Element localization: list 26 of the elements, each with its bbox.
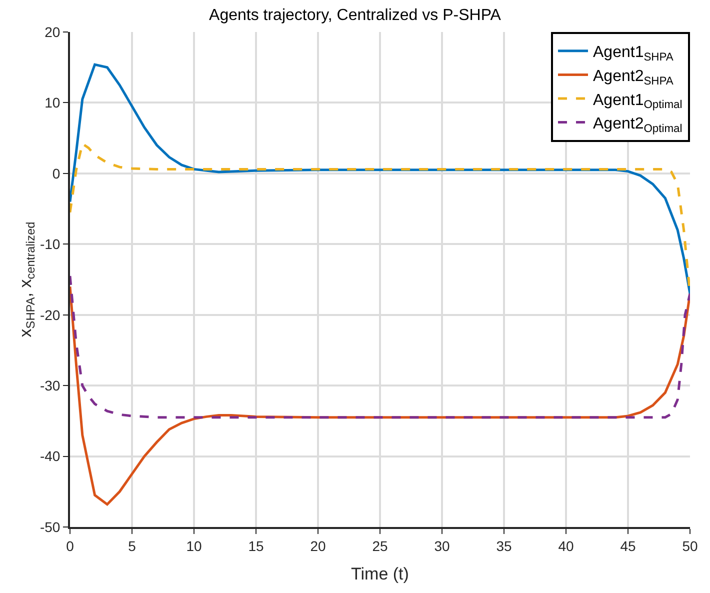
chart-title: Agents trajectory, Centralized vs P-SHPA — [209, 7, 502, 24]
x-tick-label: 50 — [682, 538, 698, 554]
x-tick-label: 45 — [620, 538, 636, 554]
x-tick-label: 35 — [496, 538, 512, 554]
y-tick-label: 10 — [44, 94, 60, 111]
y-tick-label: 0 — [52, 165, 60, 182]
legend-label: Agent2$_{Optimal}$ — [593, 116, 682, 135]
y-tick-label: -10 — [40, 236, 60, 252]
x-axis-title: Time (t) — [351, 564, 409, 584]
legend-label: Agent1$_{Optimal}$ — [593, 92, 682, 112]
x-tick-label: 20 — [310, 538, 326, 554]
y-tick-label: -40 — [40, 448, 60, 464]
x-tick-label: 30 — [434, 538, 450, 554]
x-tick-label: 25 — [372, 538, 388, 554]
y-tick-label: 20 — [44, 24, 60, 40]
y-tick-label: -20 — [40, 306, 60, 323]
y-tick-label: -30 — [40, 377, 60, 394]
x-tick-label: 5 — [128, 538, 136, 554]
line-series — [70, 274, 690, 419]
legend-label: Agent2$_{SHPA}$ — [593, 68, 674, 88]
y-tick-label: -50 — [40, 518, 60, 535]
x-tick-label: 10 — [186, 538, 202, 554]
x-tick-label: 0 — [66, 538, 74, 554]
legend-label: Agent1$_{SHPA}$ — [593, 44, 674, 64]
x-tick-label: 40 — [558, 538, 574, 554]
x-tick-label: 15 — [248, 538, 264, 554]
